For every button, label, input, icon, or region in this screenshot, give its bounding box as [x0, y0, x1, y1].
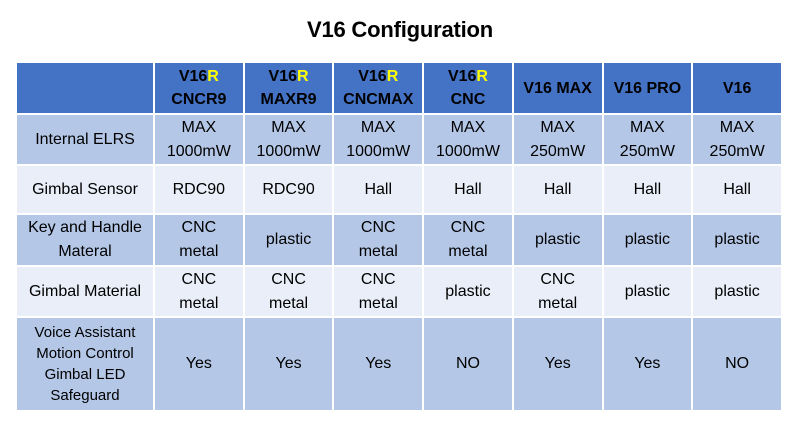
row-label: Voice Assistant Motion Control Gimbal LE…	[17, 317, 153, 410]
column-model-base: V16	[268, 68, 297, 85]
cell: MAX 250mW	[513, 115, 602, 165]
column-variant: MAXR9	[260, 91, 317, 108]
column-model: V16R	[245, 65, 333, 88]
cell: plastic	[603, 215, 692, 266]
row-gimbal-material: Gimbal Material CNC metal CNC metal CNC …	[17, 267, 781, 316]
column-model-base: V16 MAX	[523, 79, 592, 97]
cell: plastic	[424, 267, 512, 316]
row-gimbal-sensor: Gimbal Sensor RDC90 RDC90 Hall Hall Hall…	[17, 166, 781, 214]
column-header-v16-max: V16 MAX	[513, 63, 602, 113]
cell: Hall	[603, 166, 692, 214]
cell: CNC metal	[334, 267, 423, 316]
row-label: Internal ELRS	[17, 115, 153, 165]
column-model: V16R	[424, 65, 512, 88]
cell: CNC metal	[334, 215, 423, 266]
corner-cell	[17, 63, 153, 113]
header-row: V16R CNCR9 V16R MAXR9 V16R CNCMAX V16R C…	[17, 63, 781, 113]
row-features: Voice Assistant Motion Control Gimbal LE…	[17, 317, 781, 410]
cell: RDC90	[244, 166, 333, 214]
cell: CNC metal	[155, 267, 243, 316]
cell: RDC90	[155, 166, 243, 214]
column-header-v16r-maxr9: V16R MAXR9	[244, 63, 333, 113]
column-model-base: V16	[178, 68, 208, 85]
column-model-accent: R	[386, 68, 399, 85]
cell: plastic	[513, 215, 602, 266]
cell: plastic	[693, 267, 781, 316]
column-variant: CNC	[450, 91, 486, 108]
column-header-v16: V16	[693, 63, 781, 113]
cell: NO	[693, 317, 781, 410]
cell: Yes	[603, 317, 692, 410]
cell: Hall	[424, 166, 512, 214]
cell: CNC metal	[244, 267, 333, 316]
column-model: V16	[693, 77, 781, 100]
cell: Yes	[155, 317, 243, 410]
row-label: Gimbal Sensor	[17, 166, 153, 214]
column-header-v16r-cnc: V16R CNC	[424, 63, 512, 113]
column-model: V16R	[334, 65, 422, 88]
column-model-base: V16	[358, 68, 387, 85]
cell: MAX 1000mW	[155, 115, 243, 165]
cell: MAX 1000mW	[244, 115, 333, 165]
column-header-v16r-cncmax: V16R CNCMAX	[334, 63, 423, 113]
column-model-accent: R	[297, 68, 309, 85]
cell: Yes	[334, 317, 423, 410]
column-model: V16 MAX	[514, 77, 602, 100]
row-key-handle-material: Key and Handle Materal CNC metal plastic…	[17, 215, 781, 266]
column-model: V16 PRO	[604, 77, 692, 100]
row-label: Gimbal Material	[17, 267, 153, 316]
cell: CNC metal	[513, 267, 602, 316]
cell: Yes	[513, 317, 602, 410]
page-title: V16 Configuration	[306, 17, 494, 42]
cell: Hall	[334, 166, 423, 214]
cell: MAX 1000mW	[334, 115, 423, 165]
cell: NO	[424, 317, 512, 410]
column-header-v16r-cncr9: V16R CNCR9	[155, 63, 243, 113]
cell: MAX 250mW	[693, 115, 781, 165]
column-model-base: V16	[447, 68, 477, 85]
cell: Hall	[513, 166, 602, 214]
column-model-accent: R	[207, 68, 219, 85]
cell: plastic	[603, 267, 692, 316]
row-label: Key and Handle Materal	[17, 215, 153, 266]
column-variant: CNCR9	[171, 91, 227, 108]
cell: Yes	[244, 317, 333, 410]
cell: MAX 250mW	[603, 115, 692, 165]
column-header-v16-pro: V16 PRO	[603, 63, 692, 113]
column-model-accent: R	[476, 68, 488, 85]
cell: plastic	[244, 215, 333, 266]
configuration-table: V16R CNCR9 V16R MAXR9 V16R CNCMAX V16R C…	[15, 61, 783, 412]
column-model: V16R	[155, 65, 243, 88]
cell: Hall	[693, 166, 781, 214]
column-variant: CNCMAX	[343, 91, 414, 108]
cell: CNC metal	[424, 215, 512, 266]
column-model-base: V16 PRO	[613, 79, 682, 97]
cell: MAX 1000mW	[424, 115, 512, 165]
column-model-base: V16	[722, 79, 752, 97]
cell: plastic	[693, 215, 781, 266]
row-internal-elrs: Internal ELRS MAX 1000mW MAX 1000mW MAX …	[17, 115, 781, 165]
cell: CNC metal	[155, 215, 243, 266]
